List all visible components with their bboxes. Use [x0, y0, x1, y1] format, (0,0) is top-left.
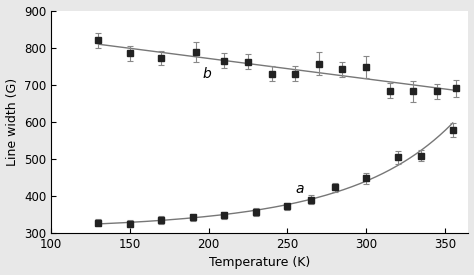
X-axis label: Temperature (K): Temperature (K)	[209, 257, 310, 269]
Y-axis label: Line width (G): Line width (G)	[6, 78, 18, 166]
Text: b: b	[202, 67, 211, 81]
Text: a: a	[295, 182, 304, 196]
